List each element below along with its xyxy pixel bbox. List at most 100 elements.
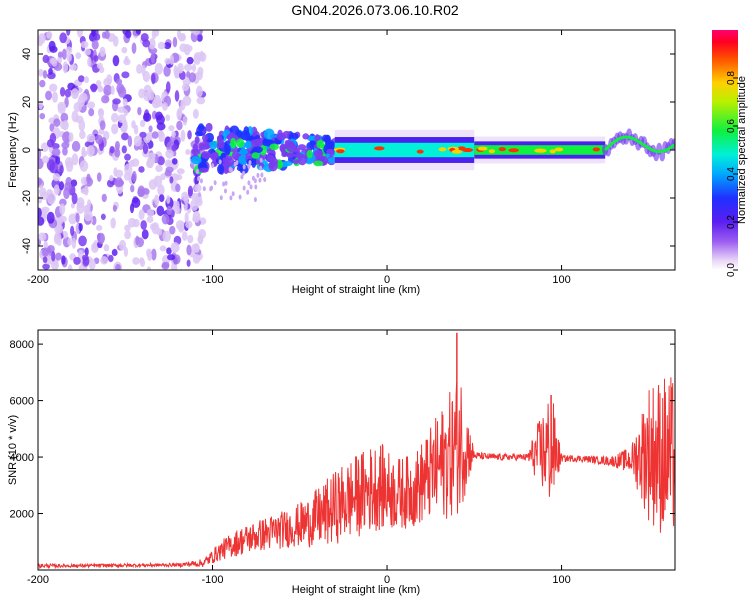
spectrogram-blob: [66, 30, 71, 36]
spectrogram-blob: [86, 133, 96, 143]
spectrogram-blob: [97, 232, 105, 245]
spectrogram-blob: [235, 138, 245, 148]
spectrogram-blob: [58, 181, 65, 191]
spectrogram-blob: [244, 140, 252, 149]
spectrogram-blob: [198, 167, 209, 173]
spectrogram-blob: [78, 75, 85, 83]
spectrogram-blob: [256, 172, 260, 178]
spectrogram-blob: [148, 125, 153, 133]
spectrogram-blob: [224, 180, 228, 186]
snr-ylabel: SNR (10 * v/v): [7, 415, 19, 485]
spectrogram-blob: [51, 91, 58, 103]
spectrogram-blob: [99, 46, 106, 57]
spectrogram-blob: [154, 62, 164, 75]
spectrogram-blob: [199, 178, 203, 184]
spectrogram-blob: [98, 108, 105, 119]
spectrogram-blob: [112, 98, 121, 105]
spectrogram-blob: [190, 156, 202, 165]
spectrogram-blob: [39, 112, 46, 120]
spectrogram-blob: [196, 96, 206, 105]
spectrogram-blob: [112, 55, 120, 67]
spectrogram-blob: [247, 180, 251, 186]
spectrogram-blob: [253, 197, 257, 203]
spectrogram-blob: [146, 208, 155, 217]
colorbar-tick-label: 0.6: [726, 119, 737, 133]
spectrogram-blob: [138, 88, 145, 99]
spectrogram-blob: [121, 46, 128, 54]
spectrogram-blob: [286, 142, 297, 153]
spectrogram-blob: [112, 35, 119, 47]
spectrogram-blob: [125, 30, 132, 39]
colorbar-tick-label: 0.8: [726, 71, 737, 85]
spectrogram-blob: [71, 153, 79, 166]
spectrogram-blob: [106, 74, 113, 85]
spectrogram-blob: [38, 177, 43, 186]
spectrogram-blob: [62, 146, 68, 156]
spectrogram-blob: [228, 166, 232, 172]
spectrogram-blob: [197, 176, 201, 182]
spectrogram-blob: [164, 57, 171, 65]
spectrogram-blob: [75, 212, 80, 223]
spectrogram-blob: [224, 143, 231, 155]
spectrogram-blob: [79, 130, 86, 140]
spectrogram-blob: [262, 138, 270, 146]
spectrogram-blob: [64, 88, 72, 98]
spectrogram-blob: [161, 261, 170, 268]
spectrogram-ytick-label: -40: [21, 238, 33, 254]
spectrogram-blob: [219, 195, 223, 201]
spectrogram-blob: [288, 132, 299, 141]
spectrogram-blob: [56, 236, 62, 246]
spectrogram-blob: [176, 168, 185, 175]
spectrogram-blob: [213, 180, 217, 186]
spectrogram-blob: [59, 203, 66, 215]
spectrogram-ylabel: Frequency (Hz): [7, 112, 19, 188]
spectrogram-blob: [142, 143, 149, 155]
spectrogram-blob: [286, 152, 295, 159]
spectrogram-blob: [114, 148, 121, 158]
spectrogram-blob: [177, 62, 184, 74]
spectrogram-blob: [91, 40, 99, 50]
spectrogram-blob: [171, 130, 176, 138]
spectrogram-blob: [87, 56, 92, 67]
spectrogram-peak: [462, 148, 474, 153]
spectrogram-blob: [120, 125, 128, 133]
spectrogram-blob: [78, 119, 86, 132]
spectrogram-blob: [139, 257, 145, 265]
spectrogram-blob: [197, 123, 205, 132]
spectrogram-blob: [242, 164, 246, 170]
snr-xtick-label: -100: [202, 574, 224, 586]
spectrogram-blob: [38, 100, 44, 110]
spectrogram-blob: [95, 134, 103, 145]
spectrogram-blob: [258, 177, 262, 183]
colorbar-label: Normalized spectral amplitude: [736, 76, 748, 224]
spectrogram-blob: [137, 106, 142, 116]
spectrogram-blob: [112, 204, 117, 212]
spectrogram-blob: [254, 184, 258, 190]
spectrogram-blob: [171, 144, 178, 152]
spectrogram-blob: [149, 223, 158, 231]
spectrogram-blob: [162, 101, 168, 111]
spectrogram-blob: [230, 137, 237, 149]
spectrogram-peak: [508, 148, 520, 153]
spectrogram-blob: [139, 131, 147, 139]
spectrogram-xtick-label: -200: [27, 274, 49, 286]
spectrogram-blob: [123, 58, 131, 66]
spectrogram-blob: [127, 135, 133, 148]
spectrogram-blob: [115, 78, 123, 85]
spectrogram-blob: [157, 41, 166, 50]
spectrogram-blob: [51, 57, 58, 67]
spectrogram-line: [604, 135, 675, 154]
spectrogram-blob: [279, 143, 288, 153]
spectrogram-blob: [302, 133, 310, 140]
spectrogram-blob: [229, 195, 233, 201]
spectrogram-blob: [124, 224, 131, 232]
spectrogram-blob: [242, 170, 246, 176]
spectrogram-blob: [117, 106, 126, 113]
spectrogram-blob: [75, 52, 82, 60]
spectrogram-blob: [156, 114, 165, 125]
spectrogram-blob: [251, 157, 257, 168]
spectrogram-blob: [151, 30, 157, 40]
spectrogram-blob: [147, 251, 153, 262]
spectrogram-blob: [49, 83, 58, 92]
